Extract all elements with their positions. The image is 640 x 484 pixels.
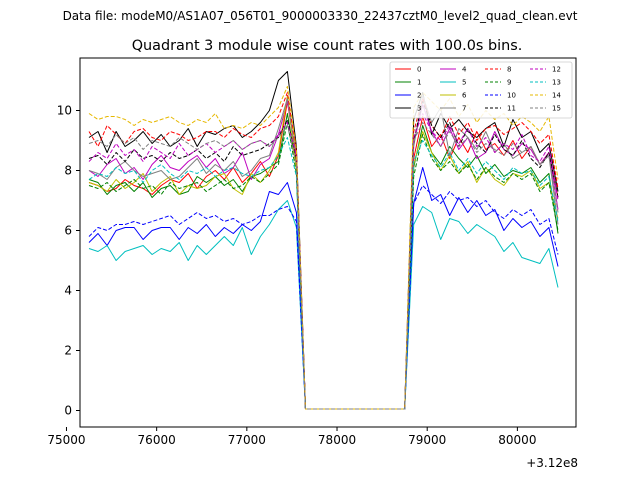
y-tick-label: 6 — [64, 224, 72, 238]
legend-label-3: 3 — [417, 105, 421, 113]
series-line-10 — [88, 185, 559, 410]
legend-label-4: 4 — [462, 66, 467, 74]
chart-title: Quadrant 3 module wise count rates with … — [132, 38, 523, 54]
legend-label-11: 11 — [507, 105, 516, 113]
x-offset-label: +3.12e8 — [526, 456, 578, 470]
legend-label-13: 13 — [552, 79, 561, 87]
x-tick-label: 80000 — [498, 433, 536, 447]
y-tick-label: 2 — [64, 344, 72, 358]
series-line-14 — [88, 86, 559, 410]
legend-label-0: 0 — [417, 66, 421, 74]
x-tick-label: 75000 — [47, 433, 85, 447]
y-tick-label: 4 — [64, 284, 72, 298]
data-file-caption: Data file: modeM0/AS1A07_056T01_90000033… — [63, 9, 578, 23]
legend-label-15: 15 — [552, 105, 561, 113]
legend-label-10: 10 — [507, 92, 516, 100]
x-tick-label: 78000 — [318, 433, 356, 447]
x-tick-label: 79000 — [408, 433, 446, 447]
x-tick-label: 77000 — [228, 433, 266, 447]
legend-label-8: 8 — [507, 66, 511, 74]
y-tick-label: 8 — [64, 164, 72, 178]
legend-label-12: 12 — [552, 66, 561, 74]
series-line-15 — [88, 122, 559, 410]
legend-label-6: 6 — [462, 92, 467, 100]
legend-label-14: 14 — [552, 92, 561, 100]
legend-label-7: 7 — [462, 105, 466, 113]
legend-label-9: 9 — [507, 79, 511, 87]
legend-box — [389, 61, 573, 119]
x-axis: 75000 76000 77000 78000 79000 80000 — [47, 427, 536, 447]
series-layer — [88, 71, 559, 410]
y-tick-label: 0 — [64, 404, 72, 418]
y-tick-label: 10 — [57, 104, 72, 118]
legend-label-2: 2 — [417, 92, 421, 100]
x-tick-label: 76000 — [138, 433, 176, 447]
legend-label-1: 1 — [417, 79, 421, 87]
plot-frame — [79, 57, 577, 428]
legend-label-5: 5 — [462, 79, 466, 87]
y-axis: 0 2 4 6 8 10 — [57, 104, 80, 418]
series-line-13 — [88, 137, 559, 410]
